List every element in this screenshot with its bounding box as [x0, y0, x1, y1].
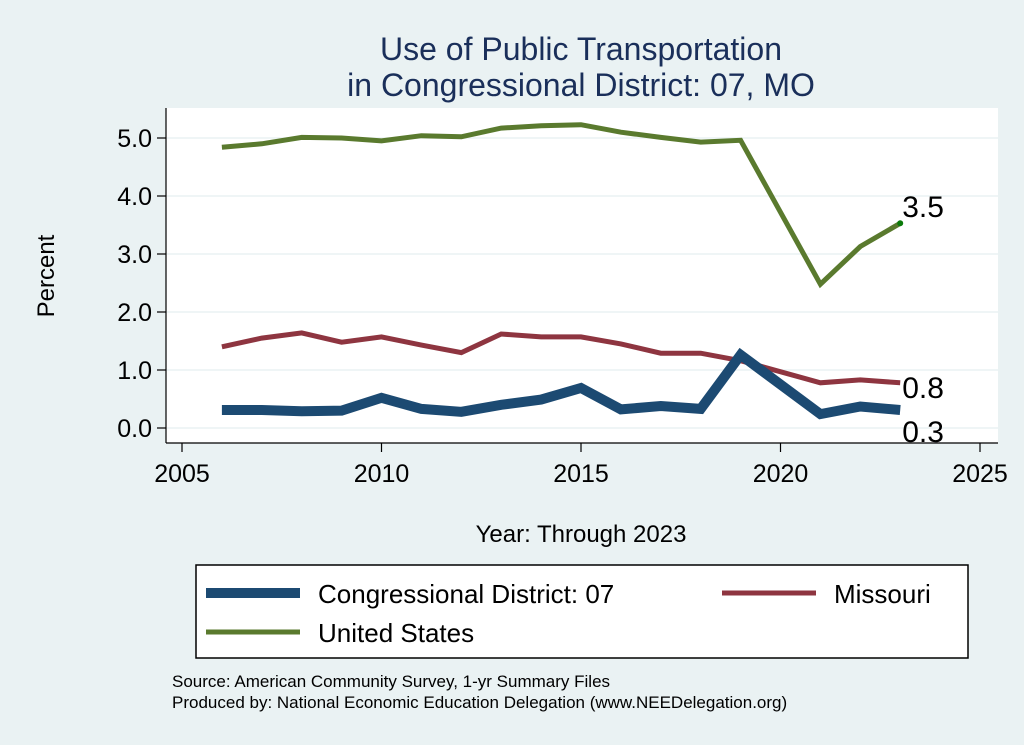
producer-note: Produced by: National Economic Education… [172, 693, 787, 712]
end-label-congressional-district-07: 0.3 [902, 416, 944, 449]
legend-label-missouri: Missouri [834, 579, 931, 609]
end-point-marker [897, 220, 904, 227]
gridlines [166, 137, 998, 429]
source-note: Source: American Community Survey, 1-yr … [172, 672, 610, 691]
x-tick-label: 2005 [154, 460, 210, 488]
chart-title-line-2: in Congressional District: 07, MO [347, 67, 815, 103]
x-axis-title: Year: Through 2023 [476, 521, 687, 548]
x-tick-label: 2025 [952, 460, 1008, 488]
x-axis-ticks: 2005 2010 2015 2020 2025 [154, 443, 1008, 488]
y-tick-label: 1.0 [117, 357, 152, 385]
y-tick-label: 4.0 [117, 183, 152, 211]
y-tick-label: 2.0 [117, 299, 152, 327]
end-label-missouri: 0.8 [902, 372, 944, 405]
chart-title: Use of Public Transportation in Congress… [347, 31, 815, 103]
y-tick-label: 3.0 [117, 241, 152, 269]
x-tick-label: 2015 [553, 460, 609, 488]
y-tick-label: 5.0 [117, 125, 152, 153]
end-label-united-states: 3.5 [902, 191, 944, 224]
y-axis-title: Percent [33, 234, 60, 317]
y-tick-label: 0.0 [117, 415, 152, 443]
legend-box [195, 564, 969, 659]
end-labels: 0.3 0.8 3.5 [902, 191, 944, 449]
series-lines [221, 122, 904, 420]
y-axis-ticks: 0.0 1.0 2.0 3.0 4.0 5.0 [117, 125, 166, 443]
x-tick-label: 2010 [354, 460, 410, 488]
legend: Congressional District: 07 Missouri Unit… [195, 564, 969, 659]
legend-label-united-states: United States [318, 618, 474, 648]
axes [165, 108, 998, 444]
x-tick-label: 2020 [753, 460, 809, 488]
chart-title-line-1: Use of Public Transportation [380, 31, 782, 67]
legend-label-district: Congressional District: 07 [318, 579, 614, 609]
